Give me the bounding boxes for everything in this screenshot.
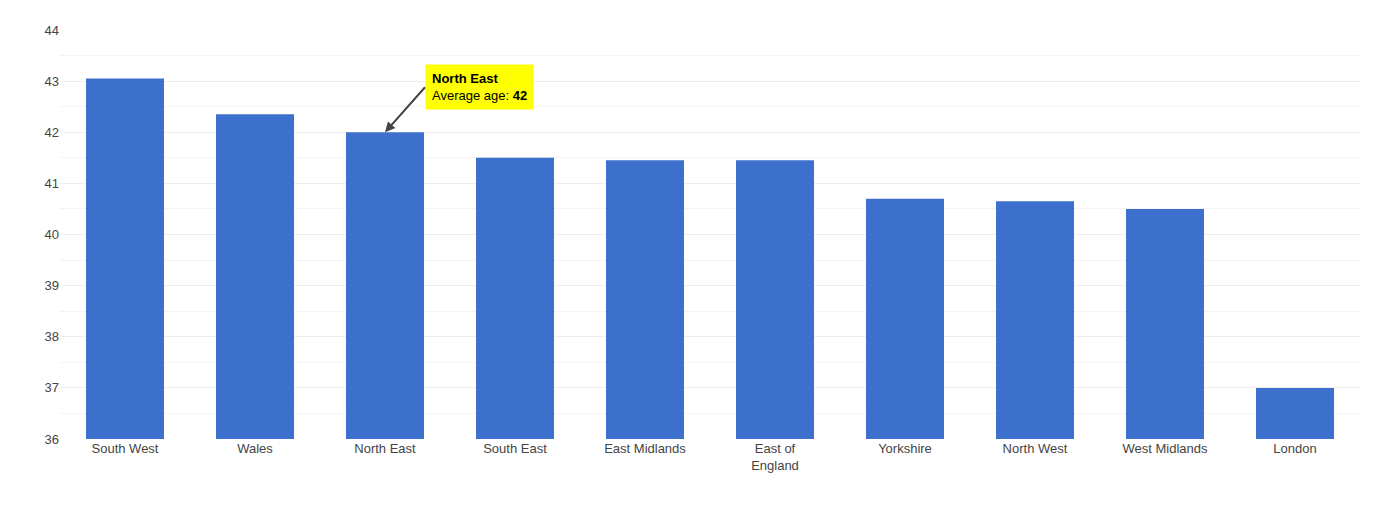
svg-text:East Midlands: East Midlands bbox=[604, 441, 686, 456]
svg-text:38: 38 bbox=[45, 329, 59, 344]
svg-text:North East: North East bbox=[354, 441, 416, 456]
svg-text:London: London bbox=[1273, 441, 1316, 456]
svg-text:South West: South West bbox=[92, 441, 159, 456]
svg-text:37: 37 bbox=[45, 380, 59, 395]
svg-text:South East: South East bbox=[483, 441, 547, 456]
svg-text:42: 42 bbox=[45, 125, 59, 140]
svg-text:41: 41 bbox=[45, 176, 59, 191]
svg-text:Yorkshire: Yorkshire bbox=[878, 441, 932, 456]
svg-text:East ofEngland: East ofEngland bbox=[751, 441, 799, 473]
svg-text:40: 40 bbox=[45, 227, 59, 242]
svg-text:36: 36 bbox=[45, 432, 59, 447]
svg-text:43: 43 bbox=[45, 74, 59, 89]
svg-text:North EastAverage age: 42: North EastAverage age: 42 bbox=[432, 71, 527, 103]
svg-text:West Midlands: West Midlands bbox=[1122, 441, 1208, 456]
svg-text:39: 39 bbox=[45, 278, 59, 293]
svg-text:Wales: Wales bbox=[237, 441, 273, 456]
svg-text:North West: North West bbox=[1003, 441, 1068, 456]
svg-text:44: 44 bbox=[45, 23, 59, 38]
